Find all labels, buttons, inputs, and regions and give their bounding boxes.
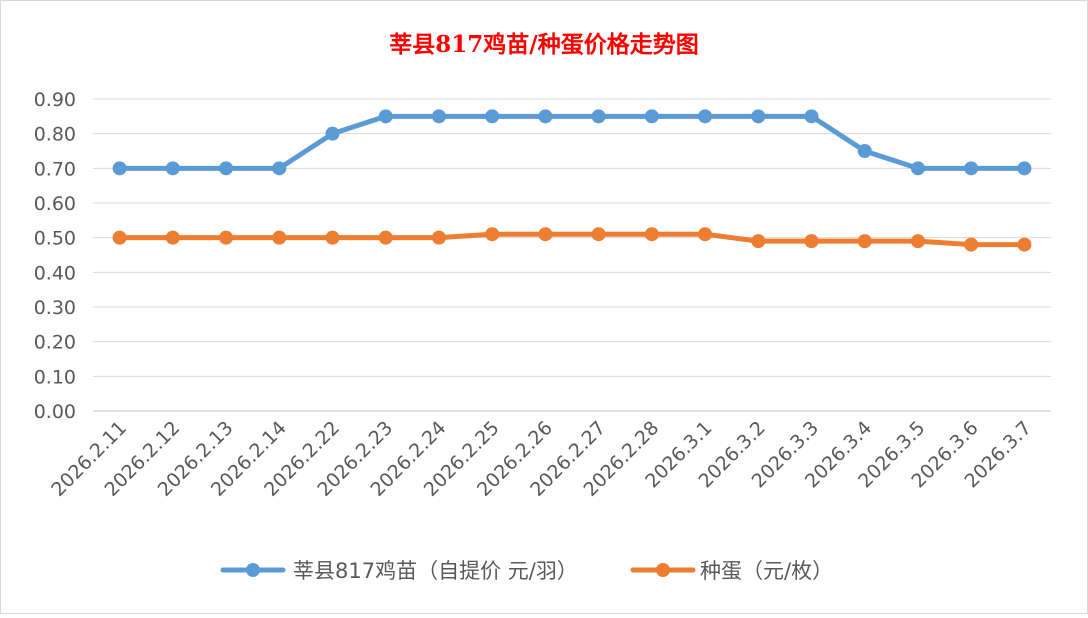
series-2-point bbox=[751, 234, 766, 249]
series-2-point bbox=[910, 234, 925, 249]
series-2-point bbox=[1017, 237, 1032, 252]
y-tick-label: 0.20 bbox=[34, 332, 76, 354]
series-2-point bbox=[964, 237, 979, 252]
series-2-point bbox=[325, 230, 340, 245]
series-1-point bbox=[804, 109, 819, 124]
series-2-point bbox=[219, 230, 234, 245]
series-2-point bbox=[272, 230, 287, 245]
y-axis: 0.00 0.10 0.20 0.30 0.40 0.50 0.60 0.70 0.80 0.90 bbox=[34, 89, 76, 423]
series-2-point bbox=[857, 234, 872, 249]
legend-label-1: 莘县817鸡苗（自提价 元/羽） bbox=[293, 559, 578, 583]
chart-title: 莘县817鸡苗/种蛋价格走势图 bbox=[389, 31, 698, 58]
series-line-2 bbox=[117, 231, 1027, 248]
series-group bbox=[112, 109, 1032, 252]
series-2-point bbox=[644, 227, 659, 242]
series-2-point bbox=[378, 230, 393, 245]
y-tick-label: 0.60 bbox=[34, 193, 76, 215]
y-tick-label: 0.80 bbox=[34, 124, 76, 146]
series-1-point bbox=[165, 161, 180, 176]
series-line-1 bbox=[117, 113, 1027, 171]
series-1-point bbox=[751, 109, 766, 124]
series-1-point bbox=[964, 161, 979, 176]
series-1-point bbox=[538, 109, 553, 124]
series-2-point bbox=[431, 230, 446, 245]
series-1-point bbox=[219, 161, 234, 176]
y-tick-label: 0.00 bbox=[34, 401, 76, 423]
series-1-point bbox=[1017, 161, 1032, 176]
series-1-point bbox=[272, 161, 287, 176]
series-1-point bbox=[698, 109, 713, 124]
series-1-point bbox=[591, 109, 606, 124]
legend-label-2: 种蛋（元/枚） bbox=[700, 559, 833, 583]
series-2-point bbox=[591, 227, 606, 242]
series-1-point bbox=[378, 109, 393, 124]
x-axis: 2026.2.112026.2.122026.2.132026.2.142026… bbox=[47, 417, 1036, 501]
series-1-point bbox=[857, 144, 872, 158]
series-2-point bbox=[538, 227, 553, 242]
series-2-point bbox=[112, 230, 127, 245]
series-2-point bbox=[485, 227, 500, 242]
series-1-point bbox=[325, 126, 340, 141]
series-2-point bbox=[804, 234, 819, 249]
series-2-point bbox=[698, 227, 713, 242]
y-tick-label: 0.40 bbox=[34, 262, 76, 284]
series-1-point bbox=[485, 109, 500, 124]
y-tick-label: 0.10 bbox=[34, 366, 76, 388]
series-1-point bbox=[910, 161, 925, 176]
legend-marker-2 bbox=[656, 563, 670, 577]
y-tick-label: 0.70 bbox=[34, 158, 76, 180]
legend-marker-1 bbox=[246, 563, 260, 577]
y-tick-label: 0.50 bbox=[34, 228, 76, 250]
legend: 莘县817鸡苗（自提价 元/羽） 种蛋（元/枚） bbox=[220, 559, 833, 583]
series-1-point bbox=[112, 161, 127, 176]
grid-lines bbox=[93, 98, 1051, 412]
y-tick-label: 0.90 bbox=[34, 89, 76, 111]
series-2-point bbox=[165, 230, 180, 245]
series-1-point bbox=[431, 109, 446, 124]
series-1-point bbox=[644, 109, 659, 124]
y-tick-label: 0.30 bbox=[34, 297, 76, 319]
